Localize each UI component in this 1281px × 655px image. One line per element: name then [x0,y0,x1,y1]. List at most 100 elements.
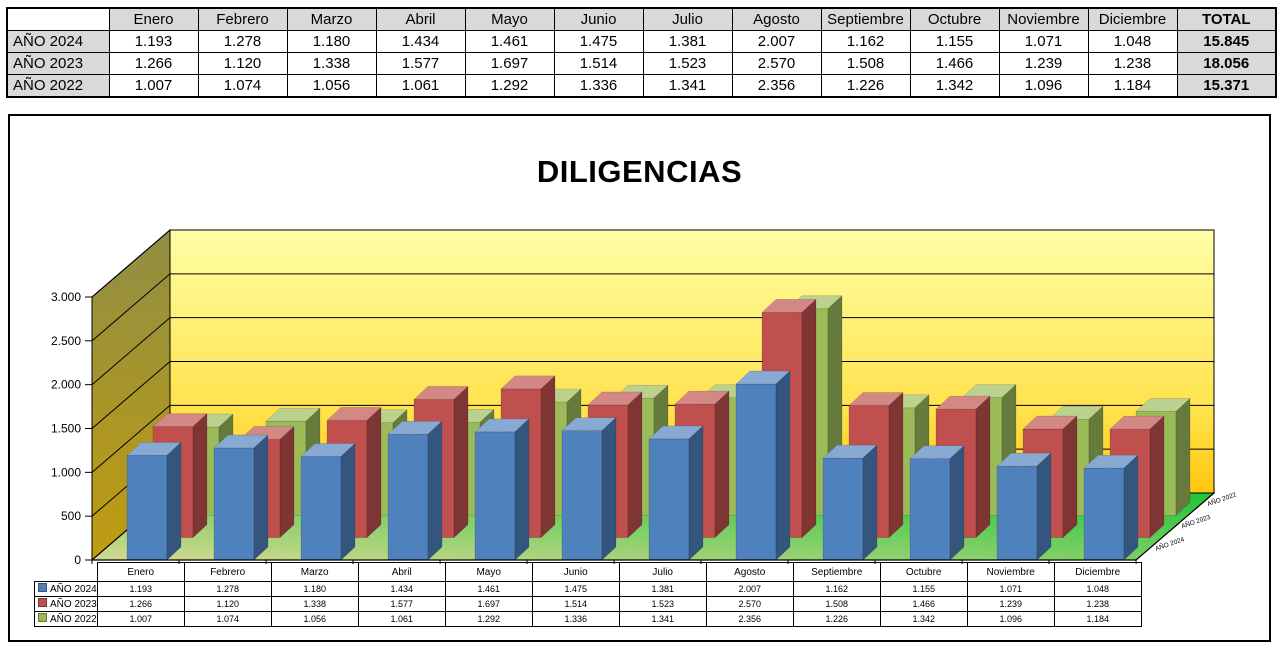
month-header-cell[interactable]: Junio [553,7,644,31]
chart-table-month-cell: Abril [357,562,446,582]
y-axis-label: 0 [74,553,81,567]
value-cell[interactable]: 1.184 [1087,74,1178,98]
value-cell[interactable]: 1.341 [642,74,733,98]
chart-data-table-grid: Enero Febrero Marzo Abril Mayo Junio Julio Agos… [34,562,1142,627]
value-cell[interactable]: 1.162 [820,30,911,53]
y-axis-label: 1.000 [51,465,81,479]
value-cell[interactable]: 1.056 [286,74,377,98]
value-cell[interactable]: 1.193 [108,30,199,53]
legend-cell[interactable]: AÑO 2024 [34,581,98,597]
value-cell[interactable]: 2.356 [731,74,822,98]
value-cell[interactable]: 1.278 [197,30,288,53]
chart-table-value-cell: 1.514 [531,596,620,612]
value-cell[interactable]: 1.697 [464,52,555,75]
value-cell[interactable]: 1.336 [553,74,644,98]
value-cell[interactable]: 1.074 [197,74,288,98]
bar-año-2024-octubre[interactable] [909,445,965,561]
chart-table-value-cell: 1.342 [879,611,968,627]
bar-año-2024-abril[interactable] [387,420,443,561]
value-cell[interactable]: 1.096 [998,74,1089,98]
value-cell[interactable]: 2.007 [731,30,822,53]
corner-cell[interactable] [6,7,110,31]
value-cell[interactable]: 1.007 [108,74,199,98]
value-cell[interactable]: 1.338 [286,52,377,75]
chart-table-value-cell: 1.381 [618,581,707,597]
y-axis-label: 500 [61,509,81,523]
chart-container[interactable]: 0 500 1.000 1.500 2.000 2.500 3.000 AÑO 2024 AÑO… [8,114,1271,642]
total-value-cell[interactable]: 15.845 [1176,30,1277,53]
total-value-cell[interactable]: 18.056 [1176,52,1277,75]
month-header-cell[interactable]: Septiembre [820,7,911,31]
chart-table-value-cell: 1.266 [96,596,185,612]
bar-face [192,413,208,539]
gridline-side [91,361,171,429]
bar-año-2024-julio[interactable] [648,425,704,561]
gridline-side [91,317,171,386]
month-header-cell[interactable]: Noviembre [998,7,1089,31]
total-header-cell[interactable]: TOTAL [1176,7,1277,31]
chart-table-corner [35,563,98,582]
bar-año-2024-diciembre[interactable] [1083,454,1139,561]
chart-table-value-cell: 2.570 [705,596,794,612]
legend-cell[interactable]: AÑO 2023 [34,596,98,612]
value-cell[interactable]: 1.048 [1087,30,1178,53]
value-cell[interactable]: 1.180 [286,30,377,53]
value-cell[interactable]: 1.461 [464,30,555,53]
chart-table-month-cell: Febrero [183,562,272,582]
month-header-cell[interactable]: Octubre [909,7,1000,31]
bar-año-2024-marzo[interactable] [300,442,356,561]
chart-table-month-cell: Agosto [705,562,794,582]
bar-año-2024-septiembre[interactable] [822,444,878,561]
month-header-cell[interactable]: Mayo [464,7,555,31]
gridline-side [91,229,171,298]
value-cell[interactable]: 1.577 [375,52,466,75]
value-cell[interactable]: 2.570 [731,52,822,75]
bar-año-2024-mayo[interactable] [474,418,530,561]
bar-face [561,430,603,561]
chart-table-value-cell: 1.162 [792,581,881,597]
total-value-cell[interactable]: 15.371 [1176,74,1277,98]
chart-table-month-cell: Octubre [879,562,968,582]
value-cell[interactable]: 1.239 [998,52,1089,75]
month-header-cell[interactable]: Agosto [731,7,822,31]
chart-title: DILIGENCIAS [536,154,743,189]
value-cell[interactable]: 1.155 [909,30,1000,53]
value-cell[interactable]: 1.475 [553,30,644,53]
bar-año-2024-enero[interactable] [126,441,182,561]
value-cell[interactable]: 1.523 [642,52,733,75]
value-cell[interactable]: 1.466 [909,52,1000,75]
value-cell[interactable]: 1.381 [642,30,733,53]
value-cell[interactable]: 1.434 [375,30,466,53]
chart-table-value-cell: 1.434 [357,581,446,597]
year-label-cell[interactable]: AÑO 2024 [6,30,110,53]
bar-año-2024-agosto[interactable] [735,370,791,561]
value-cell[interactable]: 1.266 [108,52,199,75]
bar-año-2024-junio[interactable] [561,417,617,561]
legend-cell[interactable]: AÑO 2022 [34,611,98,627]
month-header-cell[interactable]: Julio [642,7,733,31]
month-header-cell[interactable]: Enero [108,7,199,31]
year-label-cell[interactable]: AÑO 2023 [6,52,110,75]
value-cell[interactable]: 1.120 [197,52,288,75]
month-header-cell[interactable]: Marzo [286,7,377,31]
value-cell[interactable]: 1.061 [375,74,466,98]
value-cell[interactable]: 1.342 [909,74,1000,98]
value-cell[interactable]: 1.514 [553,52,644,75]
value-cell[interactable]: 1.508 [820,52,911,75]
chart-table-month-cell: Julio [618,562,707,582]
bar-año-2024-noviembre[interactable] [996,452,1052,561]
month-header-cell[interactable]: Abril [375,7,466,31]
bar-face [514,418,530,561]
value-cell[interactable]: 1.238 [1087,52,1178,75]
value-cell[interactable]: 1.226 [820,74,911,98]
bar-face [1062,415,1078,539]
month-header-cell[interactable]: Diciembre [1087,7,1178,31]
month-header-cell[interactable]: Febrero [197,7,288,31]
year-label-cell[interactable]: AÑO 2022 [6,74,110,98]
value-cell[interactable]: 1.071 [998,30,1089,53]
bar-año-2024-febrero[interactable] [213,434,269,561]
value-cell[interactable]: 1.292 [464,74,555,98]
y-axis-label: 2.500 [51,334,81,348]
chart-table-row: AÑO 2022 1.007 1.074 1.056 1.061 1.292 1.336 1.… [34,611,1142,627]
